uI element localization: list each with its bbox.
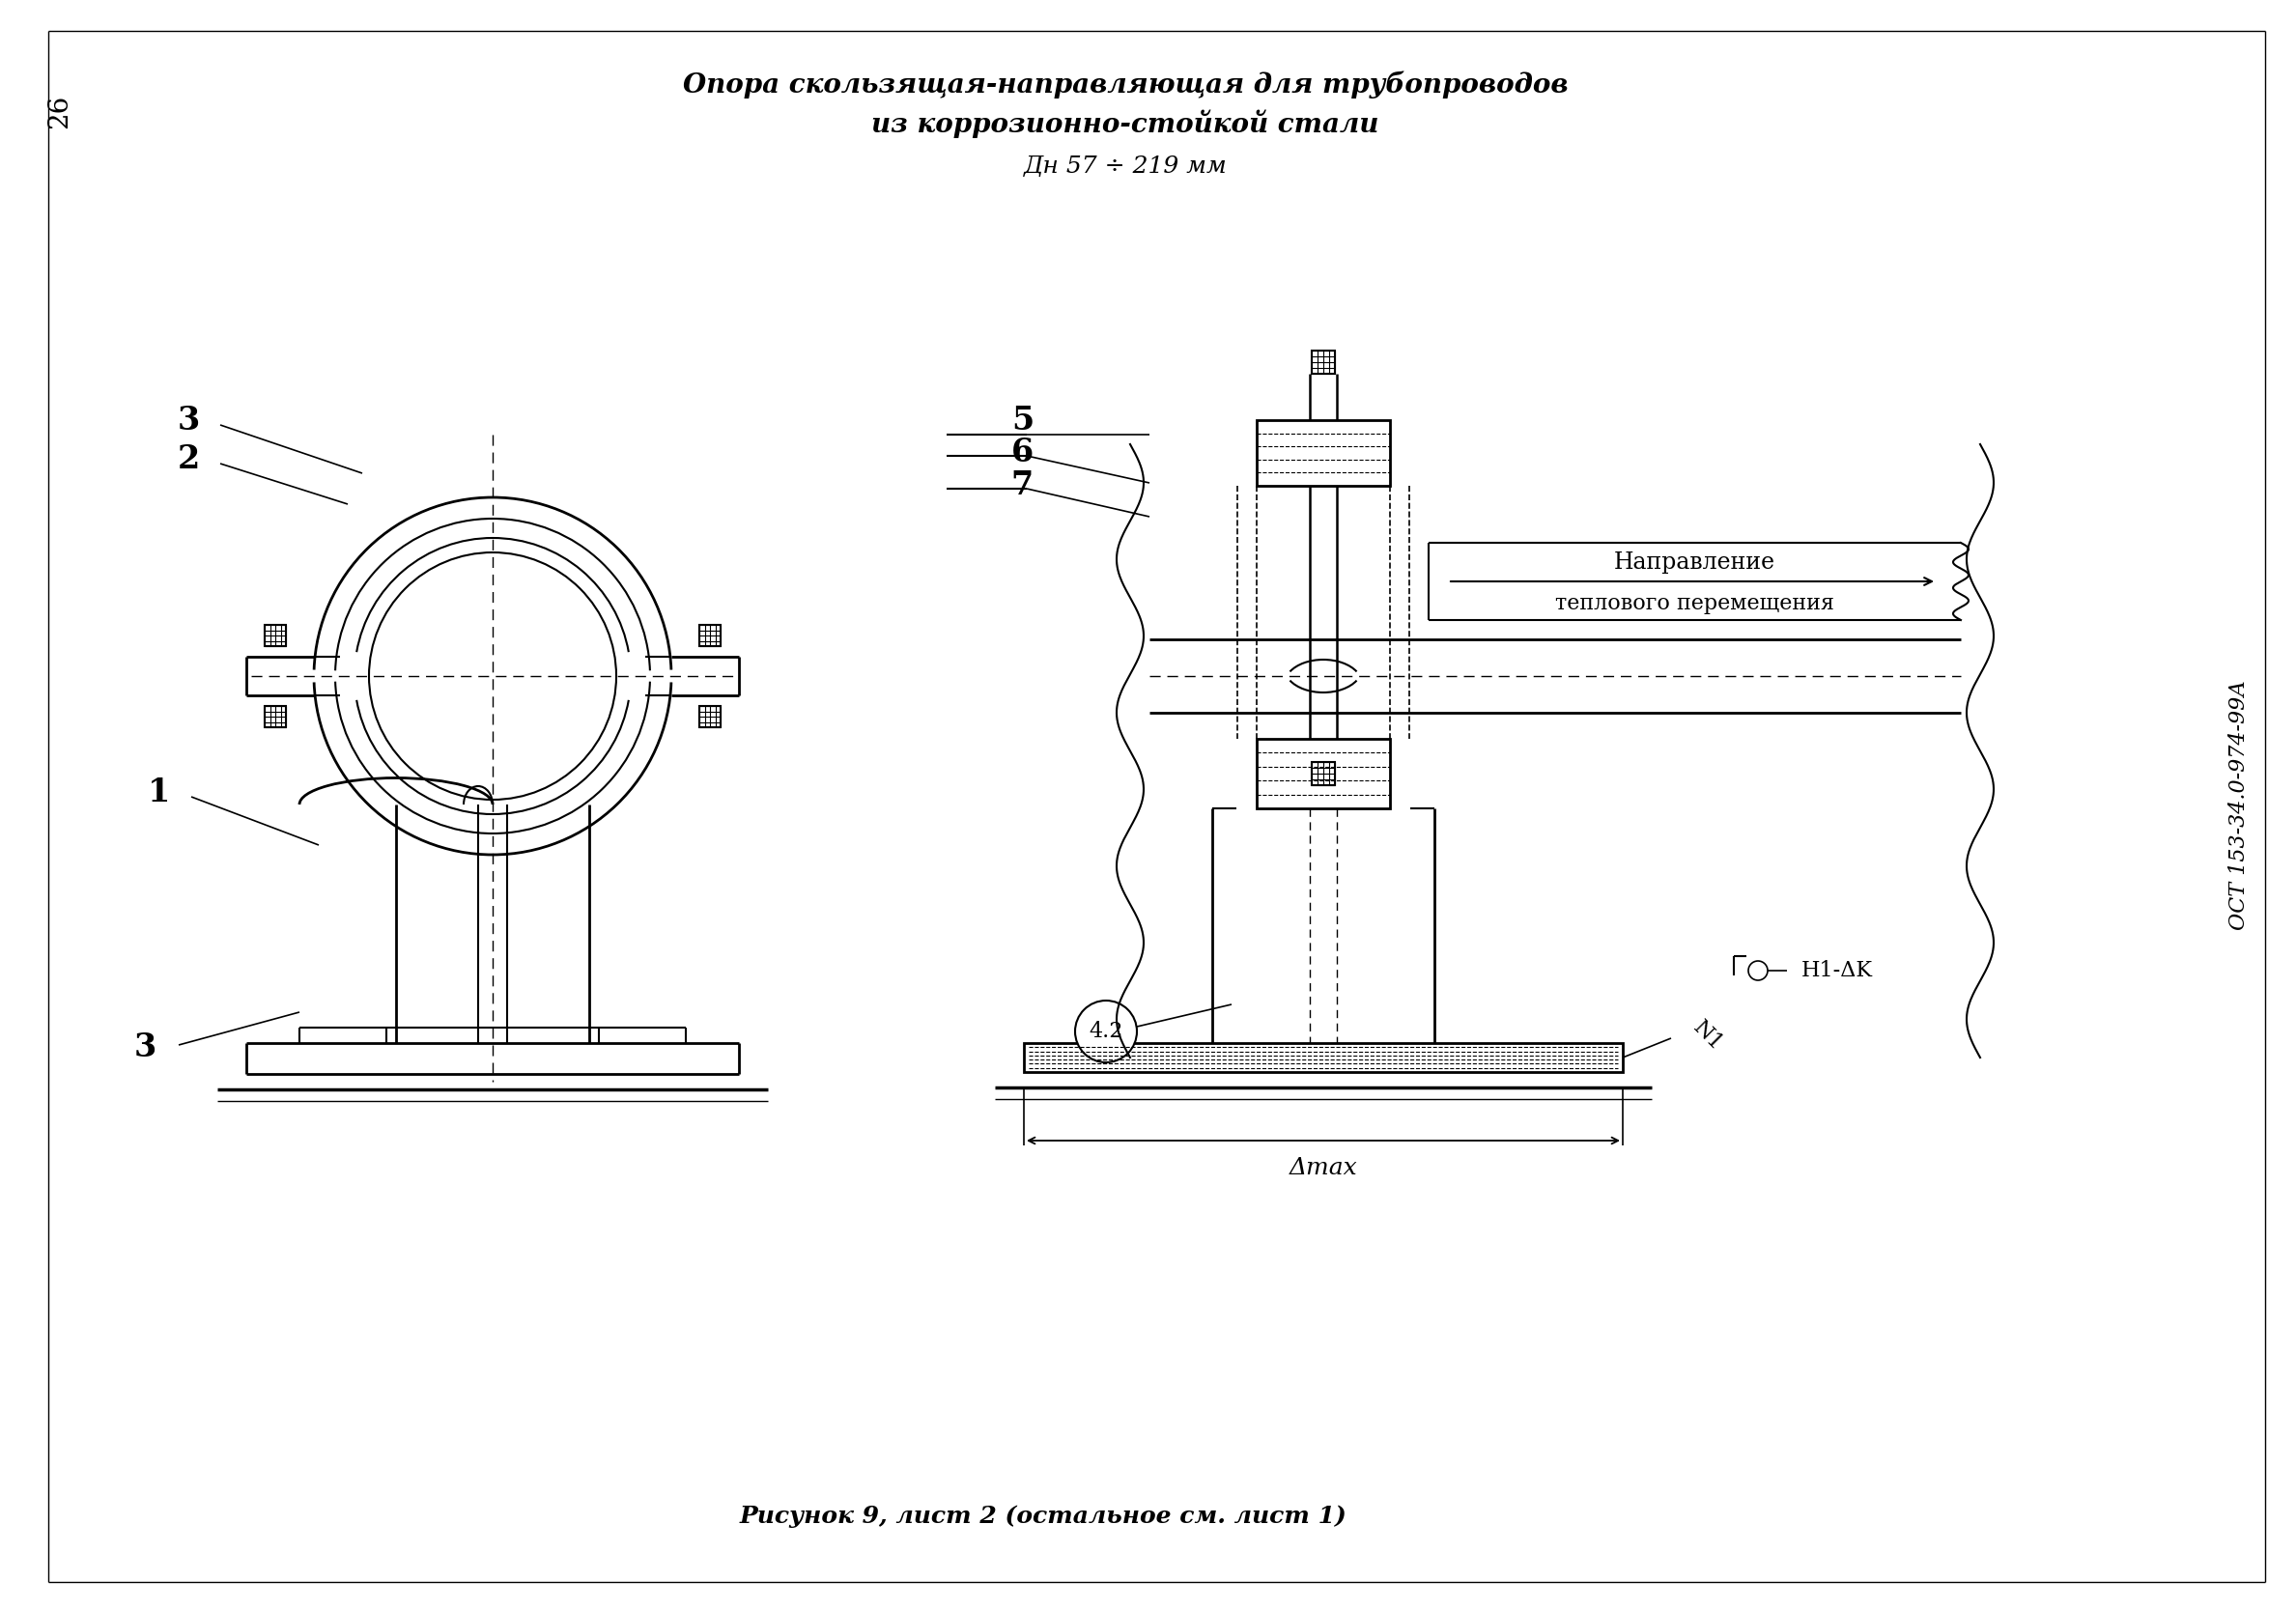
Bar (264, 624, 287, 647)
Text: 3: 3 (177, 404, 200, 436)
Text: 6: 6 (1010, 436, 1033, 468)
Bar (1311, 763, 1334, 785)
Bar (1311, 351, 1334, 373)
Text: теплового перемещения: теплового перемещения (1554, 594, 1835, 615)
Text: H1-ΔK: H1-ΔK (1802, 961, 1874, 981)
Bar (264, 706, 287, 727)
Bar (700, 706, 721, 727)
Text: 26: 26 (46, 93, 73, 129)
Text: Рисунок 9, лист 2 (остальное см. лист 1): Рисунок 9, лист 2 (остальное см. лист 1) (739, 1504, 1348, 1529)
Text: Опора скользящая-направляющая для трубопроводов: Опора скользящая-направляющая для трубоп… (682, 71, 1568, 98)
Circle shape (1075, 1001, 1137, 1062)
Bar (700, 624, 721, 647)
Text: 1: 1 (147, 776, 170, 808)
Text: Дн 57 ÷ 219 мм: Дн 57 ÷ 219 мм (1024, 154, 1226, 177)
Text: ОСТ 153-34.0-974-99А: ОСТ 153-34.0-974-99А (2229, 679, 2250, 930)
Text: Δmax: Δmax (1288, 1157, 1357, 1179)
Text: N1: N1 (1688, 1017, 1727, 1056)
Text: Направление: Направление (1614, 550, 1775, 573)
Text: из коррозионно-стойкой стали: из коррозионно-стойкой стали (872, 109, 1380, 138)
Text: 2: 2 (177, 442, 200, 475)
Bar (1024, 1043, 1623, 1072)
Text: 3: 3 (133, 1031, 156, 1064)
Text: 7: 7 (1010, 468, 1033, 500)
Bar (1256, 420, 1389, 486)
Text: 4.2: 4.2 (1088, 1020, 1123, 1043)
Text: 5: 5 (1010, 404, 1033, 436)
Bar (1256, 739, 1389, 808)
